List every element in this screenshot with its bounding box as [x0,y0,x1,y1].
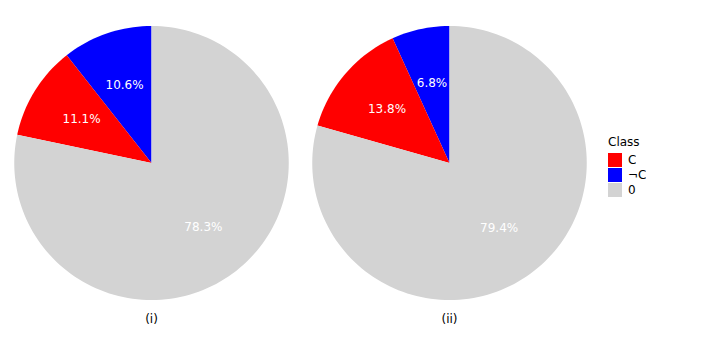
svg-text:13.8%: 13.8% [368,102,406,116]
html-text:C: C [628,153,637,167]
svg-text:78.3%: 78.3% [184,220,222,234]
svg-text:6.8%: 6.8% [417,75,448,89]
html-text:0: 0 [628,183,636,197]
svg-text:11.1%: 11.1% [62,112,100,126]
svg-text:10.6%: 10.6% [106,78,144,92]
svg-text:(i): (i) [145,312,158,326]
html-text:Class: Class [608,135,640,149]
html-text:¬C: ¬C [628,168,647,182]
svg-text:79.4%: 79.4% [480,221,518,235]
svg-text:(ii): (ii) [441,312,457,326]
